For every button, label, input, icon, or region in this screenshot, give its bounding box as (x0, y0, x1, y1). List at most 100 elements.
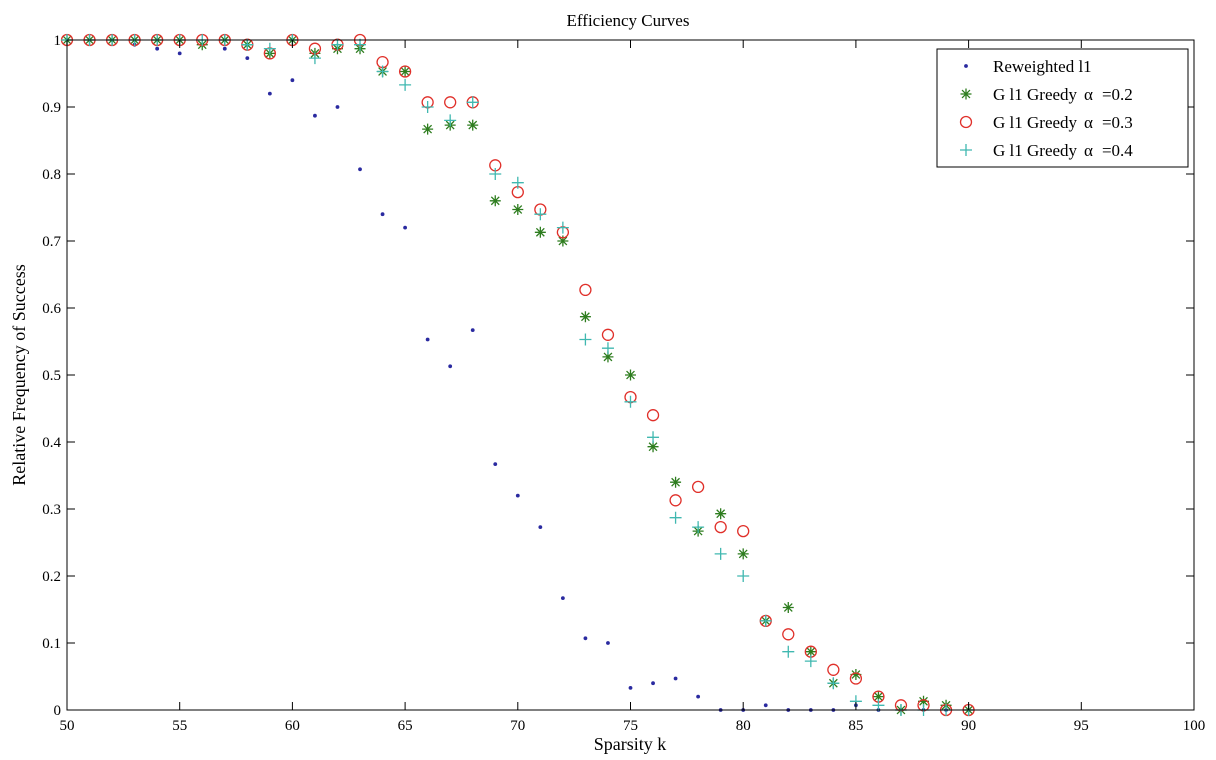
data-point-circle (601, 328, 615, 341)
series-asterisk (61, 34, 975, 716)
y-axis-title: Relative Frequency of Success (9, 264, 29, 485)
y-tick-label: 0.3 (42, 502, 61, 518)
data-point-asterisk (399, 65, 411, 77)
data-point-asterisk (467, 119, 479, 131)
data-point-circle (827, 663, 840, 676)
series-plus (61, 34, 975, 716)
data-point-dot (267, 91, 272, 96)
data-point-circle (849, 672, 863, 685)
data-point-plus (601, 342, 614, 355)
legend-item: G l1 Greedy α =0.3 (959, 113, 1133, 132)
data-point-plus (376, 65, 389, 78)
legend-label: G l1 Greedy α =0.3 (993, 113, 1133, 132)
data-point-plus (331, 38, 344, 51)
data-point-dot (245, 56, 250, 60)
data-point-asterisk (489, 195, 501, 207)
data-point-asterisk (737, 548, 749, 560)
data-point-circle (691, 480, 705, 494)
data-point-dot (515, 493, 520, 498)
data-point-asterisk (579, 311, 591, 323)
data-marks (60, 33, 975, 717)
y-tick-label: 0.1 (42, 636, 61, 652)
y-tick-label: 0.5 (42, 368, 61, 384)
legend-marker-dot (964, 64, 968, 68)
x-tick-label: 60 (285, 718, 300, 734)
data-point-plus (669, 511, 682, 524)
data-point-plus (534, 208, 547, 221)
data-point-asterisk (805, 646, 817, 658)
data-point-plus (308, 52, 321, 65)
y-tick-label: 0.2 (42, 569, 61, 585)
legend: Reweighted l1 G l1 Greedy α =0.2 G l1 Greedy… (936, 48, 1189, 168)
data-point-plus (759, 614, 772, 627)
data-point-asterisk (422, 123, 434, 135)
data-point-circle (579, 283, 592, 297)
y-tick-label: 0.4 (42, 435, 61, 451)
data-point-dot (222, 46, 227, 51)
data-point-dot (763, 703, 768, 708)
x-tick-label: 70 (510, 718, 525, 734)
data-point-asterisk (918, 695, 930, 707)
data-point-circle (782, 628, 795, 641)
x-tick-label: 85 (848, 718, 863, 734)
data-point-dot (538, 525, 543, 529)
data-point-dot (560, 596, 565, 601)
legend-item: Reweighted l1 (964, 57, 1092, 76)
data-point-circle (737, 524, 750, 538)
data-point-dot (651, 681, 655, 686)
chart-title: Efficiency Curves (567, 11, 690, 30)
x-tick-label: 80 (736, 718, 751, 734)
legend-item: G l1 Greedy α =0.4 (960, 141, 1133, 160)
data-point-asterisk (872, 691, 884, 703)
legend-marker-circle (959, 115, 973, 129)
legend-marker-asterisk (960, 88, 972, 100)
x-tick-label: 90 (961, 718, 976, 734)
y-tick-label: 0.6 (42, 301, 61, 317)
x-tick-label: 50 (60, 718, 75, 734)
data-point-asterisk (625, 369, 636, 381)
data-point-asterisk (512, 204, 524, 216)
legend-label: G l1 Greedy α =0.4 (993, 141, 1133, 160)
data-point-dot (628, 685, 633, 690)
y-tick-label: 0.7 (42, 234, 61, 250)
data-point-circle (714, 520, 727, 534)
x-axis-title: Sparsity k (594, 734, 667, 754)
data-point-plus (714, 547, 727, 560)
data-point-asterisk (647, 441, 659, 453)
data-point-asterisk (534, 226, 546, 238)
data-point-plus (579, 333, 592, 346)
data-point-plus (489, 168, 502, 180)
data-point-plus (804, 655, 817, 668)
data-point-dot (696, 694, 701, 699)
data-point-plus (399, 78, 412, 91)
data-point-dot (403, 225, 407, 230)
data-point-circle (669, 494, 682, 507)
data-point-asterisk (670, 476, 682, 488)
data-point-plus (624, 395, 637, 408)
legend-item: G l1 Greedy α =0.2 (960, 85, 1133, 104)
data-point-dot (155, 46, 160, 51)
data-point-asterisk (782, 601, 794, 613)
data-point-dot (425, 337, 430, 342)
data-point-dot (313, 113, 317, 118)
series-circle (60, 33, 975, 717)
data-point-asterisk (715, 508, 727, 520)
x-axis: 50 55 60 65 70 75 80 85 90 95 100 (60, 40, 1206, 734)
x-tick-label: 55 (172, 718, 187, 734)
legend-label: Reweighted l1 (993, 57, 1092, 76)
data-point-dot (177, 51, 182, 56)
data-point-dot (448, 364, 453, 369)
legend-marker-plus (960, 144, 972, 156)
data-point-plus (647, 431, 660, 444)
data-point-dot (673, 676, 678, 681)
data-point-asterisk (557, 235, 569, 247)
data-point-asterisk (602, 351, 614, 363)
data-point-circle (646, 409, 660, 422)
data-point-plus (263, 42, 276, 55)
y-tick-label: 0.9 (42, 100, 61, 116)
x-tick-label: 75 (623, 718, 638, 734)
data-point-circle (444, 96, 457, 109)
y-tick-label: 0.8 (42, 167, 61, 183)
x-tick-label: 100 (1183, 718, 1206, 734)
